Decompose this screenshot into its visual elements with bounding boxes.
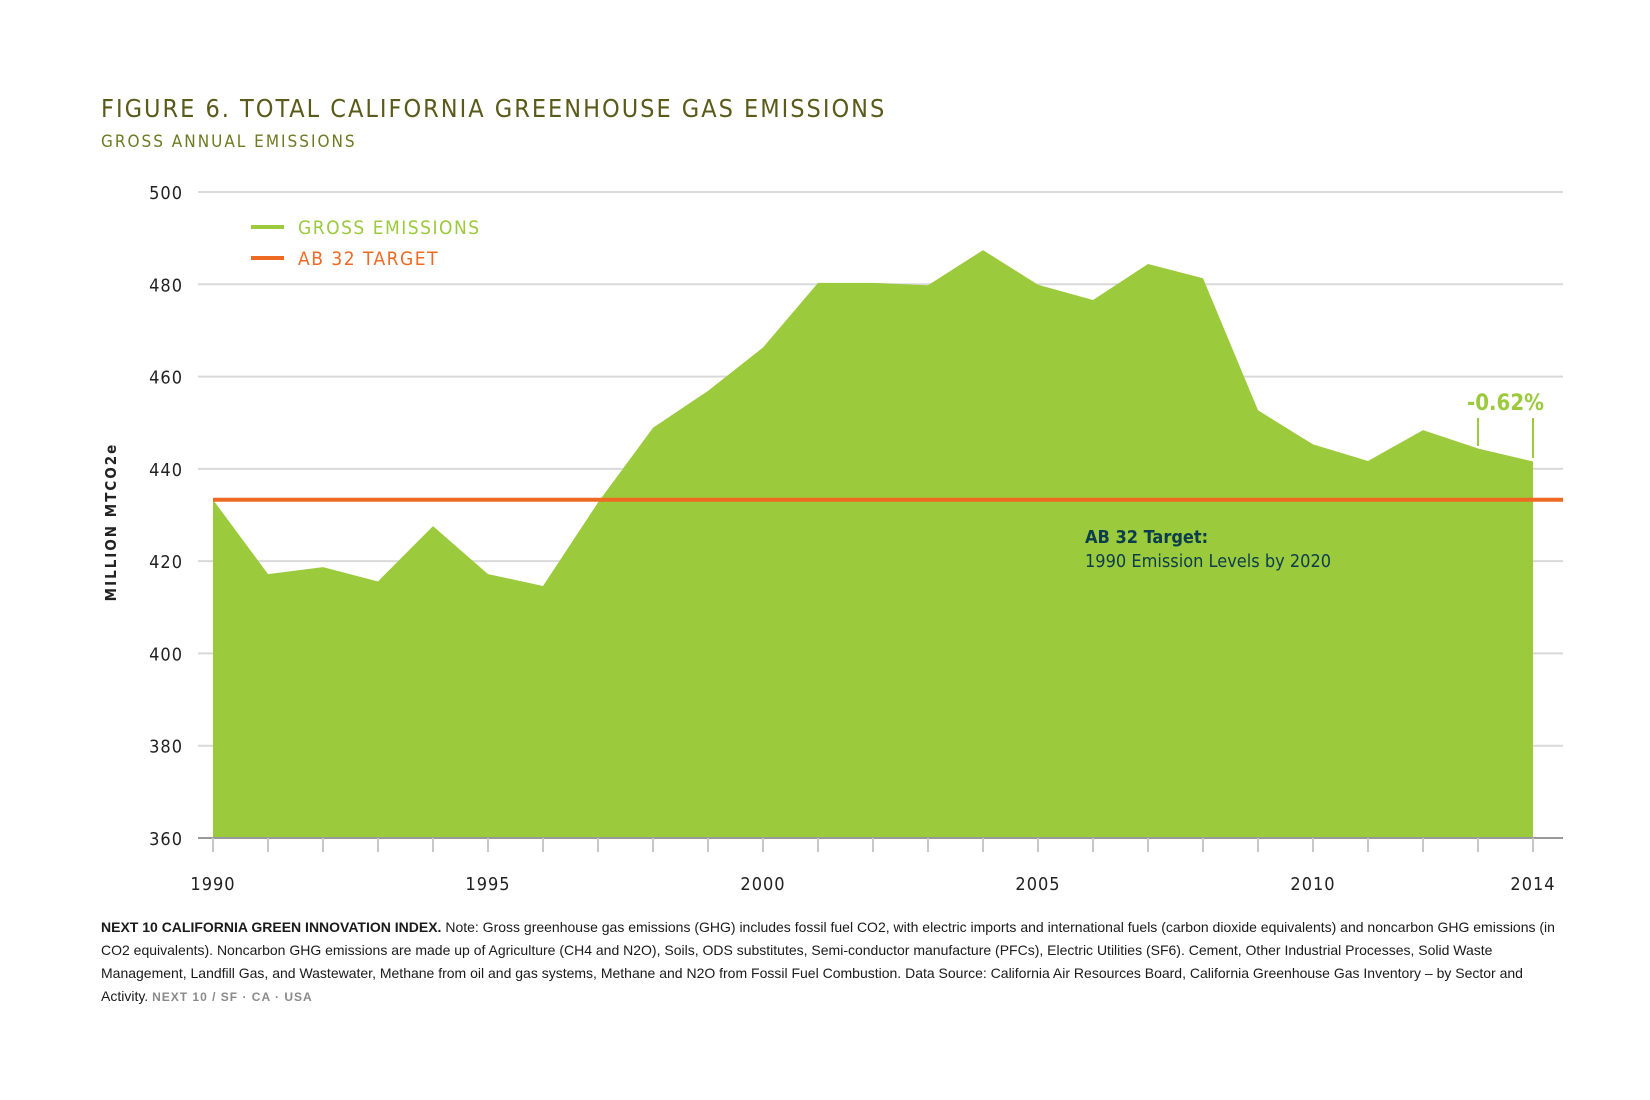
- annotations: -0.62% AB 32 Target: 1990 Emission Levels …: [1085, 391, 1544, 572]
- footnote-brand: NEXT 10 / SF · CA · USA: [152, 990, 313, 1004]
- legend-label: AB 32 TARGET: [298, 248, 439, 270]
- target-annotation-text: 1990 Emission Levels by 2020: [1085, 551, 1331, 572]
- footnote-body: Note: Gross greenhouse gas emissions (GH…: [101, 919, 1555, 1004]
- x-tick-label: 2014: [1510, 874, 1555, 895]
- y-tick-label: 440: [149, 460, 183, 481]
- x-tick-label: 2010: [1290, 874, 1335, 895]
- chart-subtitle: GROSS ANNUAL EMISSIONS: [101, 132, 357, 152]
- y-tick-label: 480: [149, 275, 183, 296]
- x-tick-label: 1995: [465, 874, 510, 895]
- emissions-area-chart: 360 380 400 420 440 460 480 500 1990 1995 2000 200…: [102, 183, 1563, 895]
- target-annotation-heading: AB 32 Target:: [1085, 527, 1208, 548]
- y-tick-label: 360: [149, 829, 183, 850]
- gross-emissions-area: [213, 250, 1533, 838]
- y-tick-label: 420: [149, 552, 183, 573]
- y-tick-label: 380: [149, 737, 183, 758]
- x-tick-label: 2005: [1015, 874, 1060, 895]
- y-tick-label: 400: [149, 644, 183, 665]
- legend-label: GROSS EMISSIONS: [298, 217, 481, 239]
- footnote: NEXT 10 CALIFORNIA GREEN INNOVATION INDE…: [101, 916, 1561, 1009]
- legend: GROSS EMISSIONS AB 32 TARGET: [251, 217, 481, 270]
- y-tick-label: 460: [149, 368, 183, 389]
- footnote-lead: NEXT 10 CALIFORNIA GREEN INNOVATION INDE…: [101, 919, 442, 935]
- x-tick-label: 2000: [740, 874, 785, 895]
- y-axis-label: MILLION MTCO2e: [102, 443, 120, 602]
- axes: 1990 1995 2000 2005 2010 2014 MILLION MTCO2e: [102, 443, 1563, 895]
- x-tick-label: 1990: [190, 874, 235, 895]
- change-label: -0.62%: [1467, 391, 1544, 416]
- y-tick-label: 500: [149, 183, 183, 204]
- chart-title: FIGURE 6. TOTAL CALIFORNIA GREENHOUSE GA…: [101, 94, 887, 123]
